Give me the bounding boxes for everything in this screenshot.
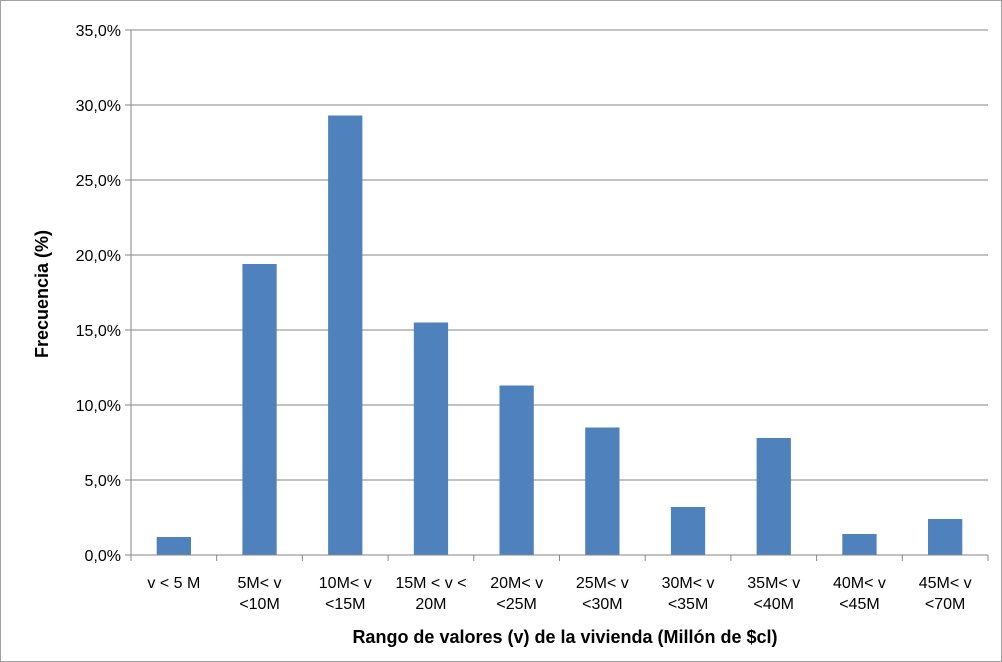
bar xyxy=(499,385,534,555)
x-tick-label: v < 5 M xyxy=(147,575,200,592)
bar xyxy=(156,537,191,555)
x-axis-title: Rango de valores (v) de la vivienda (Mil… xyxy=(352,627,777,647)
x-tick-label: 25M< v <30M xyxy=(576,575,629,613)
y-axis-title: Frecuencia (%) xyxy=(32,230,52,358)
x-tick-label: 40M< v <45M xyxy=(833,575,886,613)
bar xyxy=(413,322,449,555)
x-tick-label: 30M< v <35M xyxy=(662,575,715,613)
y-tick-label: 10,0% xyxy=(76,398,121,415)
bar xyxy=(242,264,277,555)
x-tick-label: 5M< v <10M xyxy=(238,575,282,613)
bars xyxy=(156,115,963,555)
y-tick-label: 0,0% xyxy=(85,548,121,565)
bar xyxy=(585,427,620,555)
x-tick-label: 35M< v <40M xyxy=(747,575,800,613)
y-tick-label: 35,0% xyxy=(76,23,121,40)
y-tick-label: 20,0% xyxy=(76,248,121,265)
x-axis-ticks: v < 5 M 5M< v <10M 10M< v <15M 15M < v <20M 20… xyxy=(130,555,989,613)
bar xyxy=(928,519,963,555)
bar xyxy=(756,438,791,555)
y-tick-label: 15,0% xyxy=(76,323,121,340)
bar xyxy=(328,115,363,555)
y-axis-ticks: 0,0% 5,0% 10,0% 15,0% 20,0% 25,0% 30,0% 35,0% xyxy=(76,23,131,565)
y-tick-label: 30,0% xyxy=(76,98,121,115)
x-tick-label: 10M< v <15M xyxy=(319,575,372,613)
x-tick-label: 45M< v <70M xyxy=(919,575,972,613)
y-tick-label: 5,0% xyxy=(85,473,121,490)
y-tick-label: 25,0% xyxy=(76,173,121,190)
bar xyxy=(842,534,877,555)
x-tick-label: 15M < v <20M xyxy=(395,575,466,613)
bar xyxy=(670,507,706,555)
x-tick-label: 20M< v <25M xyxy=(490,575,543,613)
